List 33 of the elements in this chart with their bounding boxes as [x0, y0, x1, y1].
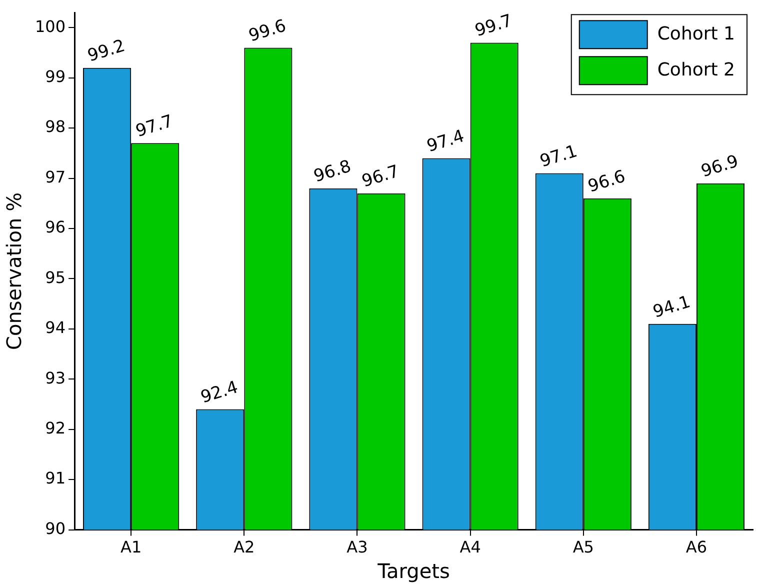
data-label: 94.1 — [650, 292, 693, 322]
x-tick-label: A3 — [346, 538, 368, 557]
data-label: 96.9 — [698, 152, 741, 182]
x-tick-label: A1 — [120, 538, 142, 557]
data-label: 97.4 — [424, 126, 467, 157]
data-label: 97.1 — [538, 141, 580, 172]
data-label: 92.4 — [198, 377, 240, 408]
data-label: 99.2 — [85, 36, 128, 66]
legend-label: Cohort 1 — [657, 23, 736, 44]
y-tick-label: 92 — [45, 418, 66, 438]
data-label: 99.6 — [246, 16, 289, 46]
data-label: 96.7 — [360, 162, 402, 192]
y-tick-label: 99 — [45, 67, 66, 86]
data-label: 96.6 — [586, 166, 628, 197]
y-tick-label: 100 — [34, 16, 66, 36]
x-axis-title: Targets — [376, 559, 450, 584]
x-tick-label: A5 — [572, 538, 594, 557]
y-tick-label: 95 — [45, 268, 66, 287]
data-label: 99.7 — [472, 10, 515, 42]
y-tick-label: 98 — [45, 117, 66, 136]
data-label: 97.7 — [133, 111, 176, 142]
y-tick-label: 96 — [45, 218, 66, 237]
data-label: 96.8 — [311, 156, 354, 187]
y-axis-title: Conservation % — [2, 192, 26, 350]
y-tick-label: 93 — [45, 368, 66, 388]
x-tick-label: A2 — [234, 538, 255, 557]
legend-label: Cohort 2 — [657, 59, 736, 80]
y-tick-label: 94 — [45, 318, 66, 338]
y-tick-label: 91 — [45, 468, 66, 488]
y-tick-label: 97 — [45, 167, 66, 186]
y-tick-label: 90 — [45, 518, 66, 538]
x-tick-label: A4 — [460, 538, 481, 557]
x-tick-label: A6 — [686, 538, 708, 557]
